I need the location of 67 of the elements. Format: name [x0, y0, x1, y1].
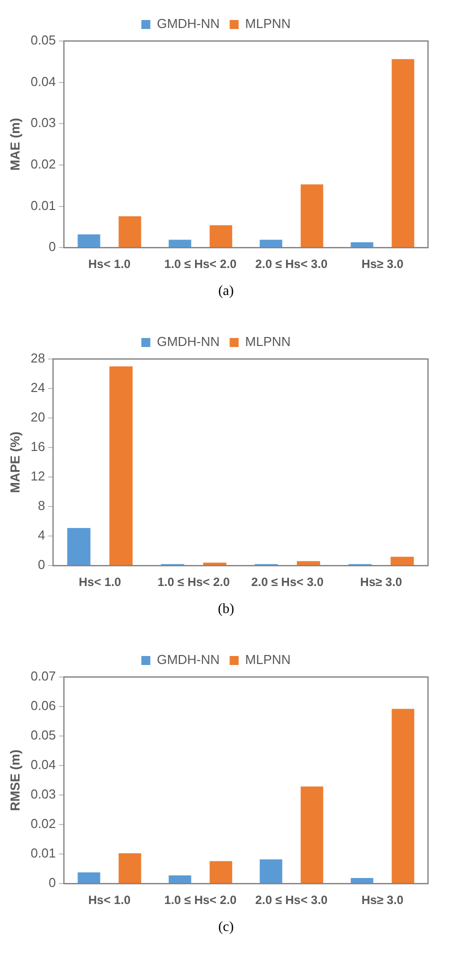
y-tick-label: 8	[38, 498, 46, 514]
x-tick-label: Hs< 1.0	[88, 257, 131, 272]
y-tick-label: 16	[30, 439, 46, 454]
x-tick-label: 1.0 ≤ Hs< 2.0	[164, 257, 237, 272]
y-tick-label: 0.02	[30, 156, 56, 172]
y-tick-label: 0.01	[30, 846, 56, 861]
bar	[392, 708, 414, 884]
bar	[168, 240, 192, 248]
x-tick-label: 2.0 ≤ Hs< 3.0	[251, 575, 324, 590]
legend-label: MLPNN	[245, 334, 291, 350]
bar	[118, 216, 142, 248]
x-tick-label: Hs≥ 3.0	[362, 257, 404, 272]
x-tick-label: 1.0 ≤ Hs< 2.0	[158, 575, 230, 590]
x-tick-label: Hs≥ 3.0	[362, 893, 404, 908]
y-tick-label: 0.05	[30, 728, 56, 743]
y-tick-label: 0.04	[30, 757, 56, 772]
y-tick-label: 0	[48, 239, 56, 254]
bar	[109, 366, 133, 566]
bar	[390, 556, 414, 566]
y-tick-label: 0.03	[30, 115, 56, 130]
y-tick-label: 20	[30, 410, 46, 425]
bar	[210, 861, 232, 884]
text: (a)	[217, 284, 235, 300]
y-axis-title: MAPE (%)	[7, 432, 22, 493]
bar	[296, 561, 320, 566]
y-tick-label: 0.01	[30, 198, 56, 213]
y-tick-label: 0.06	[30, 698, 56, 714]
bar	[260, 859, 282, 884]
y-tick-label: 28	[30, 350, 46, 366]
x-tick-label: Hs≥ 3.0	[360, 575, 402, 590]
text: (b)	[216, 602, 236, 618]
bar	[350, 242, 374, 248]
bar	[168, 875, 192, 884]
text: (c)	[217, 920, 235, 936]
y-axis-title: RMSE (m)	[7, 750, 22, 811]
legend-label: MLPNN	[245, 16, 291, 32]
x-tick-label: Hs< 1.0	[78, 575, 122, 590]
bar	[300, 786, 324, 884]
bar	[210, 225, 232, 248]
bar	[300, 184, 324, 248]
y-tick-label: 0	[48, 875, 56, 890]
bar	[67, 528, 90, 566]
y-tick-label: 0.03	[30, 786, 56, 802]
x-tick-label: Hs< 1.0	[88, 893, 131, 908]
legend-label: MLPNN	[245, 652, 291, 668]
x-tick-label: 2.0 ≤ Hs< 3.0	[255, 257, 328, 272]
y-tick-label: 0.07	[30, 668, 56, 684]
legend-label: GMDH-NN	[156, 16, 220, 32]
y-tick-label: 0.04	[30, 74, 56, 89]
x-tick-label: 2.0 ≤ Hs< 3.0	[255, 893, 328, 908]
y-tick-label: 4	[38, 528, 46, 543]
bar	[392, 59, 414, 248]
x-tick-label: 1.0 ≤ Hs< 2.0	[164, 893, 237, 908]
legend-label: GMDH-NN	[156, 652, 220, 668]
bar	[260, 240, 282, 248]
bar	[350, 878, 374, 884]
y-tick-label: 24	[30, 380, 46, 396]
y-tick-label: 0	[38, 557, 46, 572]
y-tick-label: 0.02	[30, 816, 56, 832]
bar	[78, 872, 100, 884]
y-tick-label: 12	[30, 468, 46, 484]
y-tick-label: 0.05	[30, 32, 56, 48]
bar	[78, 234, 100, 248]
y-axis-title: MAE (m)	[7, 118, 22, 171]
bar	[118, 853, 142, 884]
legend-label: GMDH-NN	[156, 334, 220, 350]
bar	[203, 562, 226, 566]
